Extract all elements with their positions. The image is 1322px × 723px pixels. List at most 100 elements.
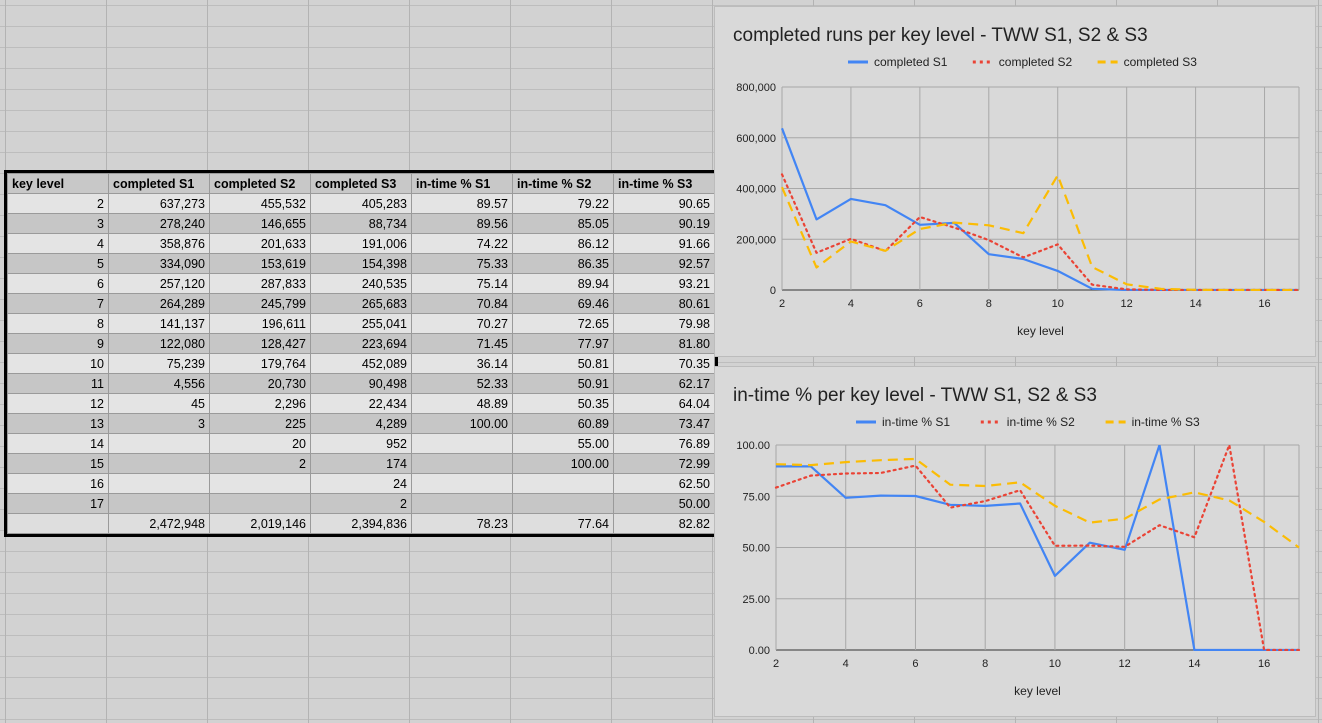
table-cell[interactable]: 141,137 (108, 313, 210, 334)
chart-legend[interactable]: completed S1 completed S2 completed S3 (848, 55, 1197, 69)
table-cell[interactable]: 69.46 (512, 293, 614, 314)
table-cell[interactable]: 71.45 (411, 333, 513, 354)
table-cell[interactable]: 70.84 (411, 293, 513, 314)
table-cell[interactable]: 80.61 (613, 293, 715, 314)
total-cell[interactable]: 77.64 (512, 513, 614, 534)
table-cell[interactable]: 90,498 (310, 373, 412, 394)
table-cell[interactable]: 77.97 (512, 333, 614, 354)
table-cell[interactable]: 74.22 (411, 233, 513, 254)
table-cell[interactable]: 50.81 (512, 353, 614, 374)
table-cell[interactable]: 64.04 (613, 393, 715, 414)
completed-runs-chart[interactable]: completed runs per key level - TWW S1, S… (714, 6, 1316, 357)
table-cell[interactable]: 70.35 (613, 353, 715, 374)
table-cell[interactable]: 2,296 (209, 393, 311, 414)
table-cell[interactable]: 81.80 (613, 333, 715, 354)
table-cell[interactable]: 2 (209, 453, 311, 474)
chart-legend[interactable]: in-time % S1 in-time % S2 in-time % S3 (856, 415, 1200, 429)
column-header[interactable]: key level (7, 173, 109, 194)
table-cell[interactable]: 201,633 (209, 233, 311, 254)
table-cell[interactable]: 50.35 (512, 393, 614, 414)
table-cell[interactable]: 287,833 (209, 273, 311, 294)
table-cell[interactable]: 85.05 (512, 213, 614, 234)
table-cell[interactable]: 22,434 (310, 393, 412, 414)
total-cell[interactable]: 2,394,836 (310, 513, 412, 534)
table-cell[interactable] (411, 493, 513, 514)
table-cell[interactable]: 72.65 (512, 313, 614, 334)
table-cell[interactable] (108, 453, 210, 474)
table-cell[interactable]: 405,283 (310, 193, 412, 214)
table-cell[interactable]: 637,273 (108, 193, 210, 214)
table-cell[interactable]: 62.50 (613, 473, 715, 494)
series-line[interactable] (780, 173, 1301, 291)
column-header[interactable]: completed S3 (310, 173, 412, 194)
table-cell[interactable]: 8 (7, 313, 109, 334)
table-cell[interactable]: 12 (7, 393, 109, 414)
table-cell[interactable] (411, 433, 513, 454)
table-cell[interactable]: 20,730 (209, 373, 311, 394)
table-cell[interactable] (209, 493, 311, 514)
table-cell[interactable]: 86.35 (512, 253, 614, 274)
table-cell[interactable] (512, 473, 614, 494)
table-cell[interactable]: 2 (310, 493, 412, 514)
table-cell[interactable] (512, 493, 614, 514)
table-cell[interactable]: 154,398 (310, 253, 412, 274)
legend-item[interactable]: in-time % S3 (1105, 415, 1200, 429)
table-cell[interactable]: 245,799 (209, 293, 311, 314)
table-cell[interactable]: 9 (7, 333, 109, 354)
table-cell[interactable]: 11 (7, 373, 109, 394)
table-cell[interactable] (209, 473, 311, 494)
series-line[interactable] (776, 445, 1299, 651)
table-cell[interactable]: 3 (108, 413, 210, 434)
table-cell[interactable]: 55.00 (512, 433, 614, 454)
total-cell[interactable]: 82.82 (613, 513, 715, 534)
table-cell[interactable]: 4 (7, 233, 109, 254)
table-cell[interactable]: 10 (7, 353, 109, 374)
table-cell[interactable]: 89.94 (512, 273, 614, 294)
table-cell[interactable]: 91.66 (613, 233, 715, 254)
chart-title[interactable]: completed runs per key level - TWW S1, S… (733, 25, 1148, 46)
table-cell[interactable]: 16 (7, 473, 109, 494)
column-header[interactable]: in-time % S2 (512, 173, 614, 194)
table-cell[interactable]: 75.14 (411, 273, 513, 294)
total-cell[interactable]: 78.23 (411, 513, 513, 534)
table-cell[interactable]: 50.00 (613, 493, 715, 514)
table-cell[interactable] (108, 473, 210, 494)
table-cell[interactable]: 6 (7, 273, 109, 294)
table-cell[interactable]: 50.91 (512, 373, 614, 394)
table-cell[interactable]: 358,876 (108, 233, 210, 254)
table-cell[interactable]: 100.00 (512, 453, 614, 474)
table-cell[interactable]: 257,120 (108, 273, 210, 294)
table-cell[interactable]: 174 (310, 453, 412, 474)
table-cell[interactable]: 2 (7, 193, 109, 214)
table-cell[interactable]: 72.99 (613, 453, 715, 474)
table-cell[interactable]: 146,655 (209, 213, 311, 234)
table-cell[interactable]: 7 (7, 293, 109, 314)
table-cell[interactable]: 70.27 (411, 313, 513, 334)
table-cell[interactable]: 14 (7, 433, 109, 454)
table-cell[interactable]: 76.89 (613, 433, 715, 454)
table-cell[interactable]: 45 (108, 393, 210, 414)
legend-item[interactable]: in-time % S2 (980, 415, 1075, 429)
column-header[interactable]: in-time % S3 (613, 173, 715, 194)
table-cell[interactable]: 75.33 (411, 253, 513, 274)
table-cell[interactable]: 48.89 (411, 393, 513, 414)
table-cell[interactable]: 88,734 (310, 213, 412, 234)
series-line[interactable] (780, 127, 1299, 291)
table-cell[interactable]: 3 (7, 213, 109, 234)
table-cell[interactable]: 223,694 (310, 333, 412, 354)
table-cell[interactable]: 90.19 (613, 213, 715, 234)
table-cell[interactable]: 62.17 (613, 373, 715, 394)
table-cell[interactable]: 952 (310, 433, 412, 454)
table-cell[interactable]: 153,619 (209, 253, 311, 274)
table-cell[interactable]: 36.14 (411, 353, 513, 374)
table-cell[interactable]: 4,556 (108, 373, 210, 394)
table-cell[interactable]: 75,239 (108, 353, 210, 374)
table-cell[interactable]: 89.56 (411, 213, 513, 234)
table-cell[interactable]: 17 (7, 493, 109, 514)
table-cell[interactable]: 4,289 (310, 413, 412, 434)
legend-item[interactable]: completed S1 (848, 55, 948, 69)
table-cell[interactable]: 89.57 (411, 193, 513, 214)
legend-item[interactable]: in-time % S1 (856, 415, 950, 429)
table-cell[interactable]: 5 (7, 253, 109, 274)
table-cell[interactable]: 334,090 (108, 253, 210, 274)
